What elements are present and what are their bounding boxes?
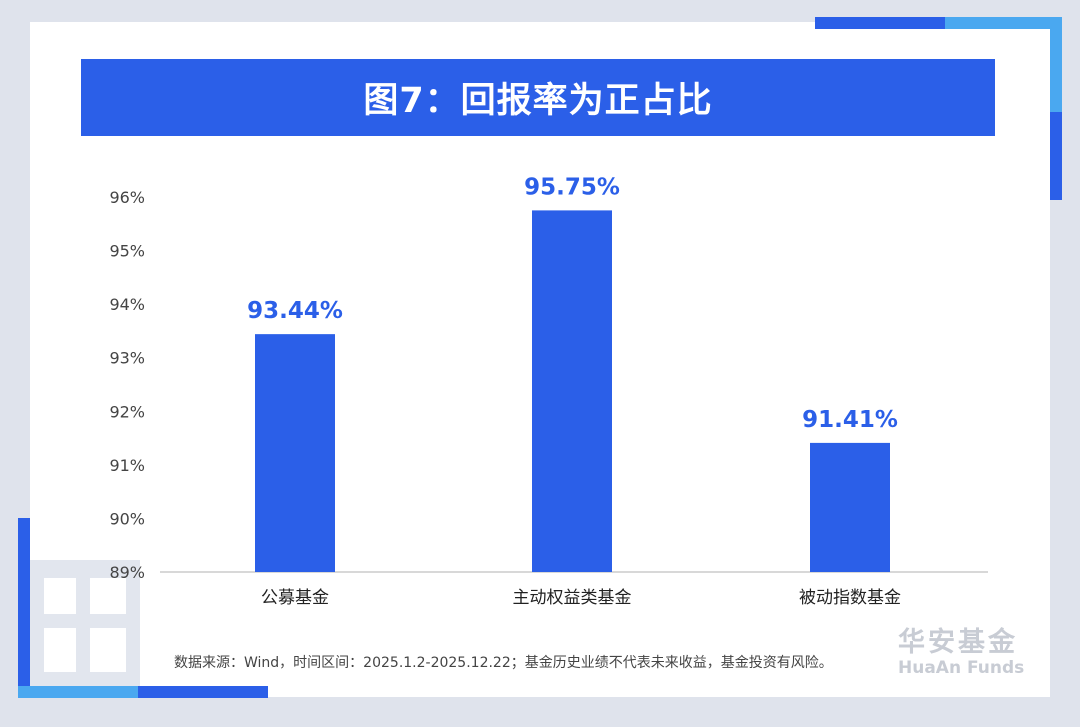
decor-grid-pattern <box>30 560 140 686</box>
decor-bar-bottom-light <box>18 686 138 698</box>
y-tick-label: 95% <box>109 242 145 261</box>
x-tick-label: 公募基金 <box>261 588 329 608</box>
data-label: 91.41% <box>802 407 898 433</box>
bar <box>532 210 612 572</box>
y-axis: 89% 90% 91% 92% 93% 94% 95% 96% <box>109 188 145 582</box>
data-label: 95.75% <box>524 174 620 200</box>
chart-title: 图7：回报率为正占比 <box>363 81 713 121</box>
brand-logo: 华安基金 HuaAn Funds <box>898 627 1038 679</box>
y-tick-label: 92% <box>109 402 145 421</box>
logo-cn-text: 华安基金 <box>898 627 1018 658</box>
bar <box>255 334 335 572</box>
y-tick-label: 89% <box>109 563 145 582</box>
title-banner: 图7：回报率为正占比 <box>81 59 995 136</box>
y-tick-label: 91% <box>109 456 145 475</box>
data-labels: 93.44% 95.75% 91.41% <box>247 174 898 433</box>
logo-en-text: HuaAn Funds <box>898 658 1025 678</box>
decor-bar-right-light <box>1050 17 1062 112</box>
x-tick-label: 主动权益类基金 <box>513 588 632 608</box>
decor-bar-top-light <box>945 17 1062 29</box>
y-tick-label: 90% <box>109 509 145 528</box>
data-label: 93.44% <box>247 298 343 324</box>
x-axis: 公募基金 主动权益类基金 被动指数基金 <box>261 588 901 608</box>
source-note: 数据来源：Wind，时间区间：2025.1.2-2025.12.22；基金历史业… <box>174 655 833 671</box>
y-tick-label: 96% <box>109 188 145 207</box>
bar <box>810 442 890 572</box>
decor-bar-left <box>18 518 30 698</box>
x-tick-label: 被动指数基金 <box>799 588 901 608</box>
bars <box>255 210 890 572</box>
y-tick-label: 93% <box>109 349 145 368</box>
y-tick-label: 94% <box>109 295 145 314</box>
